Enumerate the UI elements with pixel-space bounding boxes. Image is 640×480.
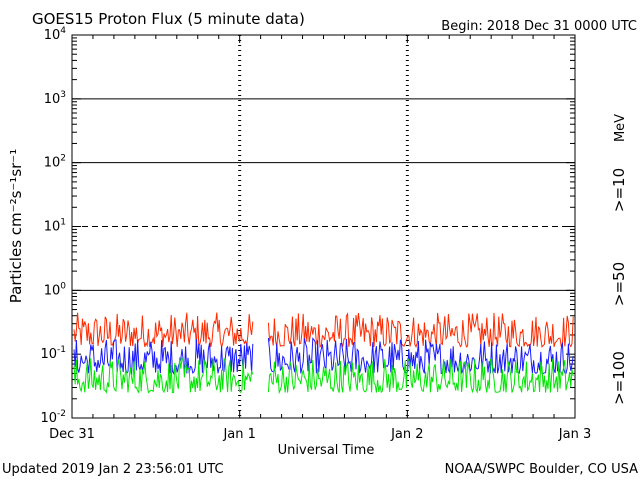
series-ge10-line: [267, 312, 574, 349]
x-tick-label: Dec 31: [49, 427, 95, 442]
x-tick-label: Jan 2: [390, 427, 423, 442]
updated-label: Updated 2019 Jan 2 23:56:01 UTC: [2, 462, 224, 477]
series-ge50-line: [73, 339, 254, 376]
series-group: [73, 312, 574, 395]
series-ge100-line: [267, 357, 574, 395]
y-tick-label: 101: [44, 218, 66, 235]
y-axis-ticks: 10-2 10-1 100 101 102 103 104: [40, 26, 575, 426]
y-tick-label: 104: [44, 26, 67, 43]
series-ge50-line: [267, 337, 574, 375]
chart-title: GOES15 Proton Flux (5 minute data): [32, 10, 305, 28]
y-tick-label: 103: [44, 90, 66, 107]
x-tick-label: Jan 1: [222, 427, 255, 442]
y-axis-label: Particles cm⁻²s⁻¹sr⁻¹: [7, 149, 25, 303]
legend-unit: MeV: [613, 114, 628, 142]
y-tick-label: 102: [44, 154, 66, 171]
legend-ge50: >=50: [610, 262, 628, 306]
reference-lines: [72, 98, 575, 291]
legend-ge100: >=100: [610, 351, 628, 405]
series-ge100-line: [73, 357, 254, 394]
y-tick-label: 10-1: [40, 345, 66, 362]
x-axis-label: Universal Time: [278, 443, 375, 458]
x-axis-ticks: Dec 31 Jan 1 Jan 2 Jan 3: [49, 35, 591, 442]
x-tick-label: Jan 3: [558, 427, 591, 442]
legend-ge10: >=10: [610, 168, 628, 212]
series-ge10-line: [73, 312, 254, 349]
y-tick-label: 100: [44, 281, 67, 298]
begin-label: Begin: 2018 Dec 31 0000 UTC: [441, 19, 637, 34]
credit-label: NOAA/SWPC Boulder, CO USA: [445, 462, 638, 477]
y-tick-label: 10-2: [40, 409, 66, 426]
